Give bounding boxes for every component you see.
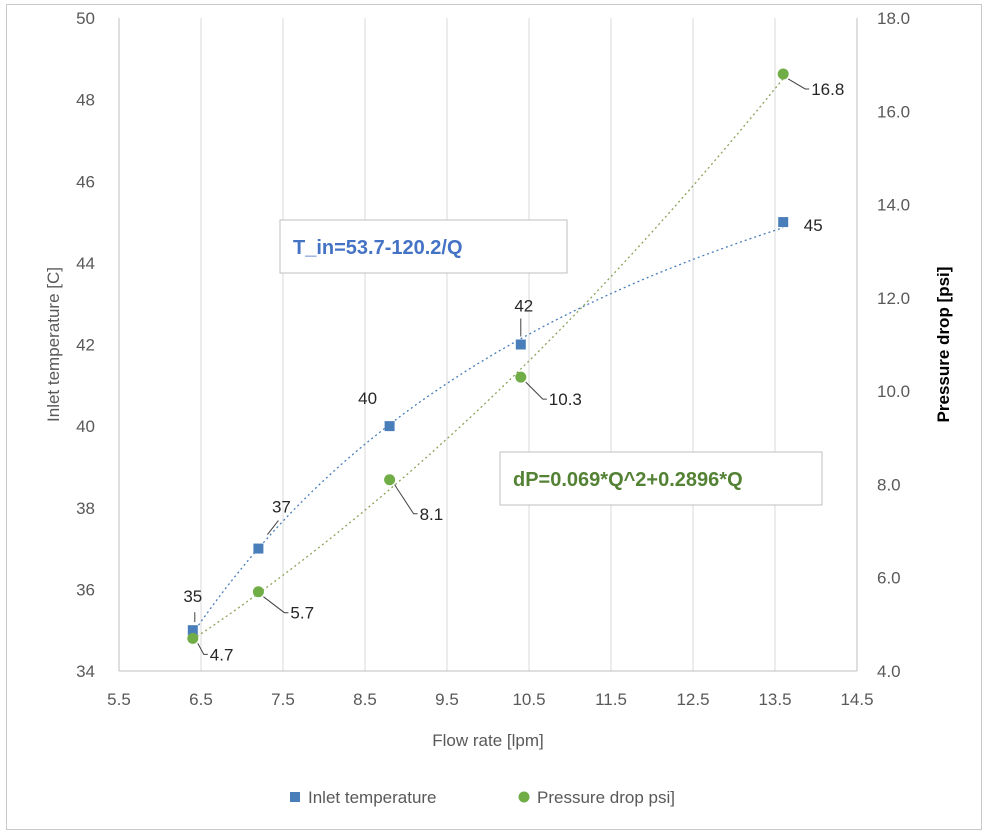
- y2-axis-title: Pressure drop [psi]: [934, 267, 953, 423]
- y-tick-label: 34: [76, 662, 95, 681]
- x-tick-label: 8.5: [353, 690, 377, 709]
- y2-tick-label: 14.0: [877, 196, 910, 215]
- legend-label-pressure-drop: Pressure drop psi]: [537, 788, 675, 807]
- trendline-equations: T_in=53.7-120.2/Q dP=0.069*Q^2+0.2896*Q: [279, 219, 823, 506]
- axes: 5.5 6.5 7.5 8.5 9.5 10.5 11.5 12.5 13.5 14.5 34 36 3…: [76, 9, 910, 709]
- legend-marker-pressure-drop: [518, 791, 530, 803]
- chart-frame: [6, 4, 982, 830]
- data-points: [187, 68, 789, 644]
- pressure-drop-point: [252, 586, 264, 598]
- pressure-drop-point: [187, 632, 199, 644]
- trendline-pressure-drop: [192, 78, 784, 640]
- inlet-temperature-label: 35: [183, 587, 202, 606]
- inlet-temperature-label: 42: [514, 297, 533, 316]
- x-tick-label: 6.5: [189, 690, 213, 709]
- equation-inlet-temperature: T_in=53.7-120.2/Q: [293, 237, 463, 259]
- label-leader: [787, 78, 810, 90]
- inlet-temperature-label: 37: [272, 498, 291, 517]
- x-tick-label: 7.5: [271, 690, 295, 709]
- legend: Inlet temperature Pressure drop psi]: [290, 788, 675, 807]
- inlet-temperature-point: [187, 625, 198, 636]
- pressure-drop-label: 4.7: [210, 645, 234, 664]
- x-tick-label: 11.5: [595, 690, 627, 709]
- label-leader: [197, 643, 208, 655]
- equation-box-inlet-temperature: [279, 219, 568, 274]
- y2-tick-label: 8.0: [877, 475, 901, 494]
- y-tick-label: 50: [76, 9, 95, 28]
- y2-tick-label: 10.0: [877, 382, 910, 401]
- equation-pressure-drop: dP=0.069*Q^2+0.2896*Q: [513, 469, 743, 491]
- x-tick-label: 10.5: [512, 690, 545, 709]
- pressure-drop-label: 16.8: [811, 80, 844, 99]
- inlet-temperature-point: [515, 339, 526, 350]
- legend-label-inlet-temperature: Inlet temperature: [308, 788, 437, 807]
- x-tick-label: 14.5: [840, 690, 873, 709]
- pressure-drop-label: 5.7: [290, 604, 314, 623]
- inlet-temperature-point: [778, 217, 789, 228]
- pressure-drop-point: [777, 68, 789, 80]
- label-leader: [525, 381, 547, 400]
- x-tick-label: 5.5: [107, 690, 131, 709]
- y-tick-label: 48: [76, 91, 95, 110]
- grid-lines: [200, 18, 776, 671]
- inlet-temperature-label: 45: [804, 216, 823, 235]
- y-tick-label: 44: [76, 254, 95, 273]
- y-tick-label: 40: [76, 417, 95, 436]
- y2-tick-label: 12.0: [877, 289, 910, 308]
- inlet-temperature-point: [253, 543, 264, 554]
- data-labels: 35 37 40 42 45 4.7 5.7 8.1 10.3 16.8: [183, 80, 844, 664]
- label-leaders: [194, 78, 810, 655]
- y-tick-label: 38: [76, 499, 95, 518]
- pressure-drop-point: [384, 474, 396, 486]
- x-tick-label: 9.5: [435, 690, 459, 709]
- y2-tick-label: 6.0: [877, 569, 901, 588]
- trendline-inlet-temperature: [192, 227, 784, 634]
- x-tick-label: 13.5: [758, 690, 791, 709]
- equation-box-pressure-drop: [499, 451, 823, 506]
- pressure-drop-label: 8.1: [420, 505, 444, 524]
- pressure-drop-point: [515, 371, 527, 383]
- y-axis-title: Inlet temperature [C]: [44, 267, 63, 422]
- label-leader: [267, 520, 279, 535]
- label-leader: [263, 596, 289, 614]
- y-tick-label: 46: [76, 172, 95, 191]
- x-axis-title: Flow rate [lpm]: [432, 731, 543, 750]
- label-leader: [394, 484, 418, 515]
- y2-tick-label: 16.0: [877, 102, 910, 121]
- pressure-drop-label: 10.3: [549, 390, 582, 409]
- trendlines: [192, 78, 784, 640]
- y2-tick-label: 4.0: [877, 662, 901, 681]
- legend-marker-inlet-temperature: [290, 792, 300, 802]
- inlet-temperature-label: 40: [358, 389, 377, 408]
- x-tick-label: 12.5: [676, 690, 709, 709]
- y2-tick-label: 18.0: [877, 9, 910, 28]
- y-tick-label: 36: [76, 580, 95, 599]
- y-tick-label: 42: [76, 336, 95, 355]
- inlet-temperature-point: [384, 421, 395, 432]
